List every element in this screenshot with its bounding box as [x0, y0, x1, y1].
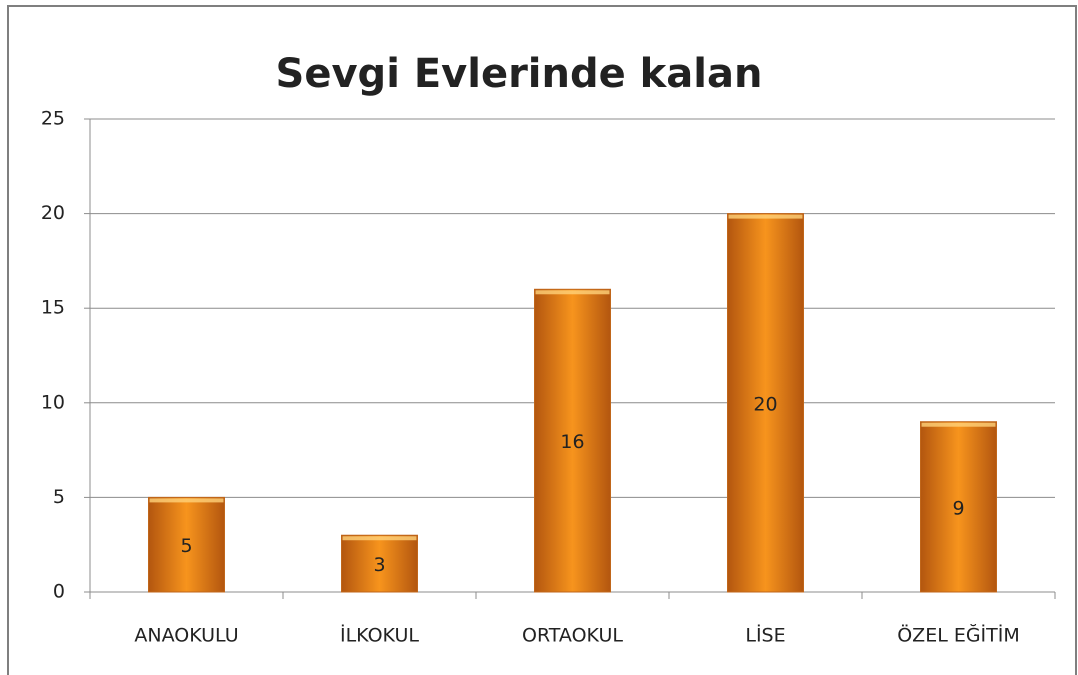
chart-title: Sevgi Evlerinde kalan	[276, 51, 763, 97]
bar	[920, 421, 997, 593]
y-tick-label: 10	[41, 391, 65, 413]
bar-highlight	[149, 498, 224, 503]
x-tick-label: ANAOKULU	[134, 625, 238, 647]
bar	[534, 288, 611, 593]
bar	[341, 534, 418, 593]
x-tick-label: ORTAOKUL	[522, 625, 623, 647]
data-label: 20	[753, 393, 777, 415]
y-tick-label: 20	[41, 202, 65, 224]
bar-highlight	[342, 536, 417, 541]
x-tick-label: İLKOKUL	[340, 624, 419, 647]
y-tick-label: 25	[41, 108, 65, 130]
bar-highlight	[535, 290, 610, 295]
bar-highlight	[728, 214, 803, 219]
data-label: 16	[560, 431, 584, 453]
data-label: 9	[952, 497, 964, 519]
bar	[727, 213, 804, 593]
y-tick-label: 15	[41, 297, 65, 319]
y-tick-label: 0	[53, 581, 65, 603]
x-tick-label: LİSE	[745, 624, 785, 647]
bar	[148, 496, 225, 593]
data-label: 5	[180, 535, 192, 557]
x-tick-label: ÖZEL EĞİTİM	[897, 623, 1020, 647]
y-tick-label: 5	[53, 486, 65, 508]
bar-highlight	[921, 422, 996, 427]
data-label: 3	[373, 554, 385, 576]
